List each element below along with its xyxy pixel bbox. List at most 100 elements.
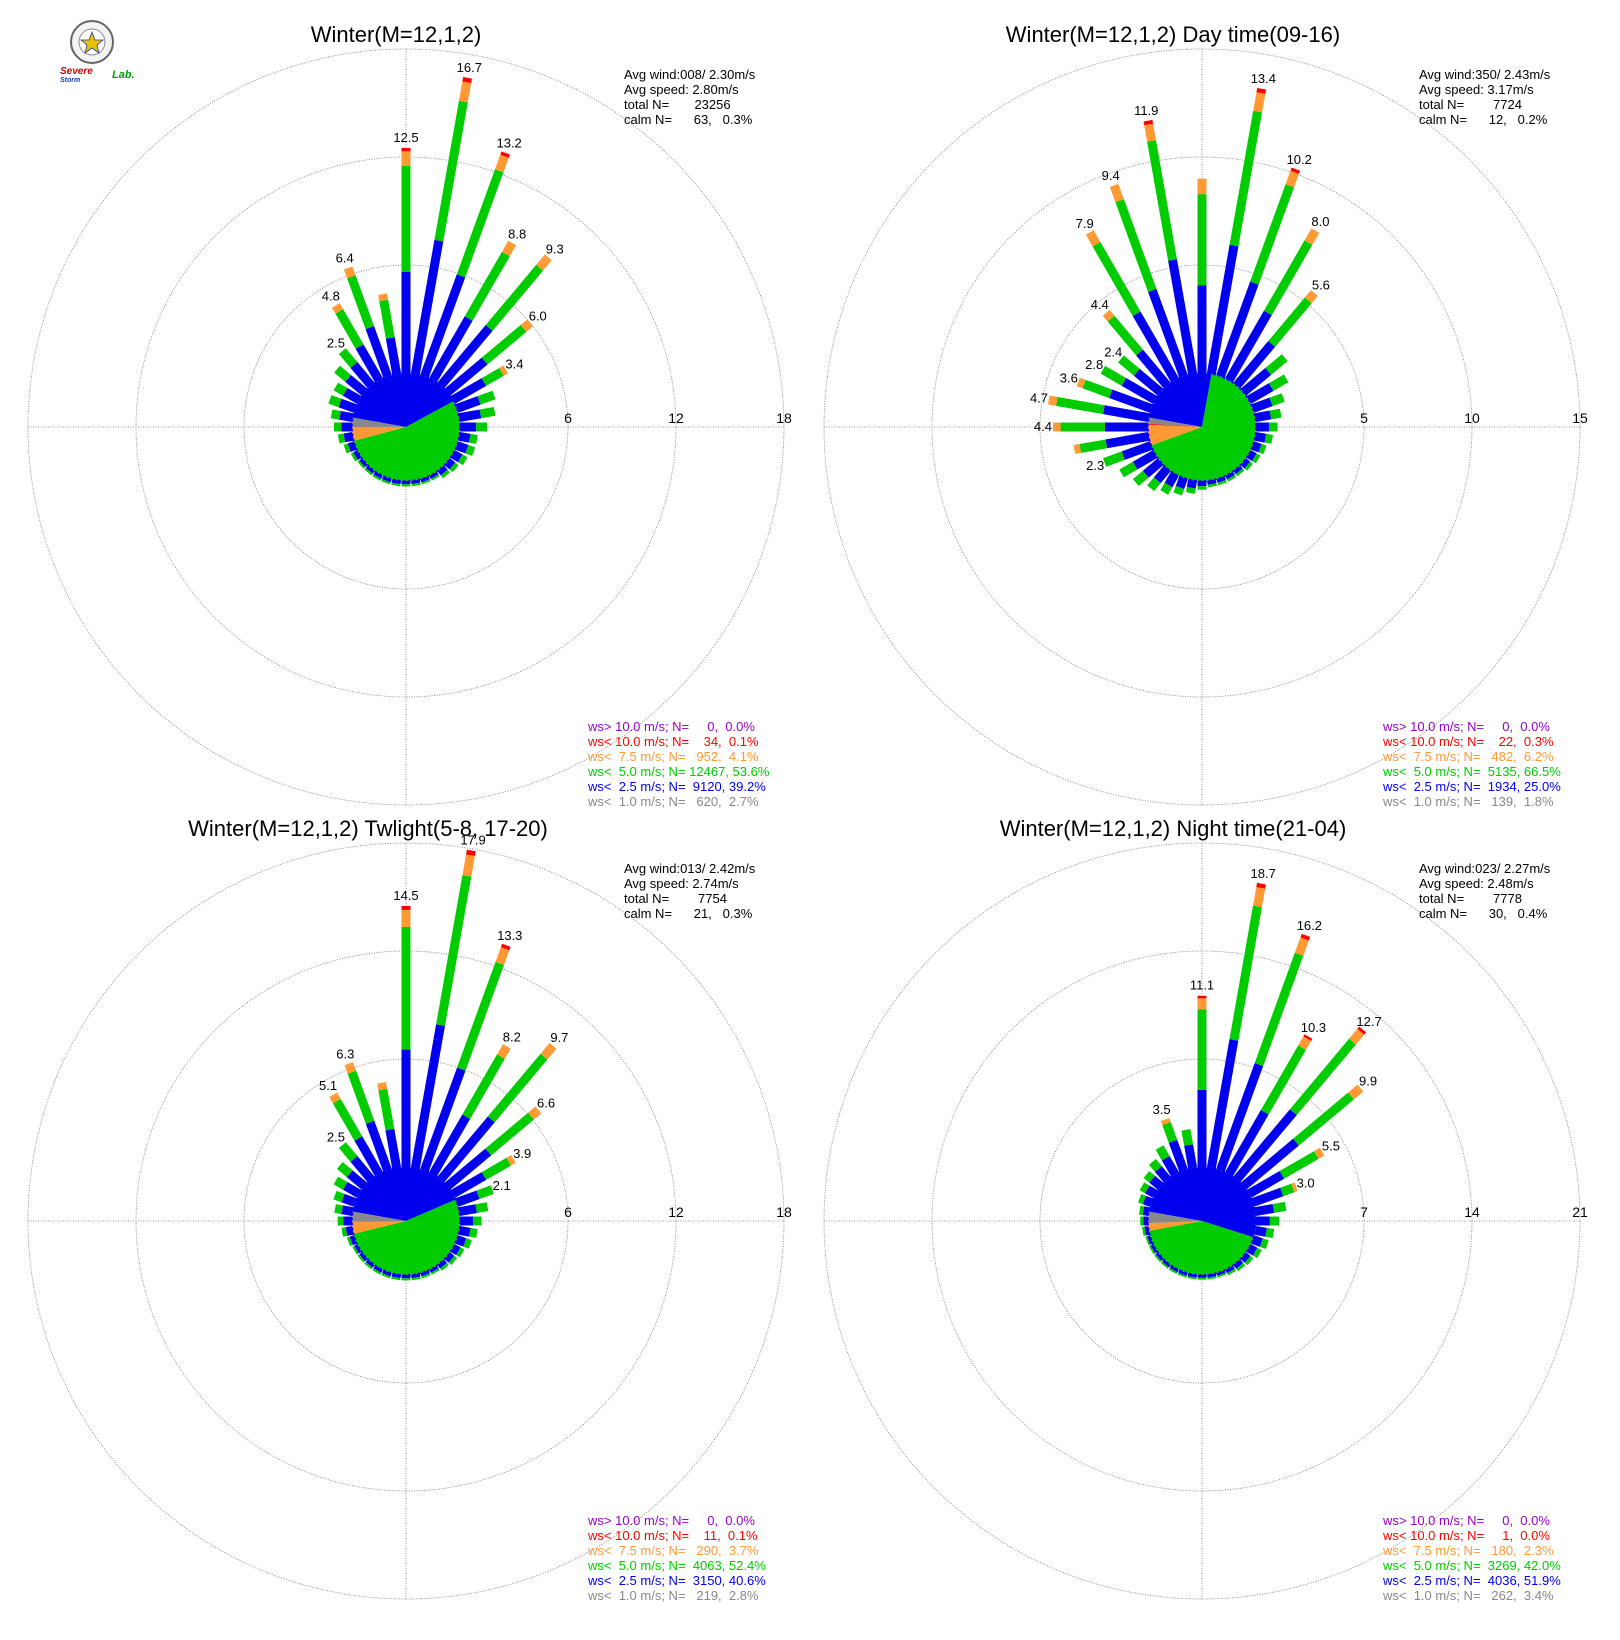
legend-entry: ws< 2.5 m/s; N= 1934, 25.0%: [1382, 779, 1561, 794]
disk-slice-lt25: [1148, 373, 1212, 427]
wind-bar-segment: [345, 374, 368, 396]
wind-bar: [410, 849, 476, 1169]
bar-value-label: 16.7: [457, 60, 482, 75]
legend: ws> 10.0 m/s; N= 0, 0.0%ws< 10.0 m/s; N=…: [587, 1513, 766, 1603]
wind-bar-segment: [462, 77, 473, 84]
wind-bar-segment: [1225, 1265, 1235, 1274]
disk-slice-lt5: [1151, 373, 1257, 482]
disk-slice-lt25: [352, 1167, 456, 1221]
wind-bar-segment: [401, 926, 411, 1050]
wind-bar-segment: [337, 1216, 344, 1226]
bar-value-label: 13.4: [1251, 71, 1276, 86]
wind-bar-segment: [350, 452, 358, 462]
wind-bar-segment: [1148, 1245, 1156, 1255]
wind-bar: [1254, 1201, 1287, 1217]
wind-bar: [1185, 479, 1198, 494]
wind-bar-segment: [1153, 465, 1171, 484]
wind-bar: [1233, 290, 1318, 389]
wind-bar-segment: [329, 1092, 338, 1099]
wind-bar: [458, 406, 496, 423]
wind-bar-segment: [481, 367, 504, 386]
disk-slice-lt1: [1148, 417, 1202, 427]
wind-bar-segment: [1133, 368, 1164, 396]
wind-bar: [455, 441, 476, 456]
wind-bar-segment: [354, 1244, 362, 1254]
wind-bar: [329, 1092, 383, 1177]
wind-bar-segment: [1164, 471, 1179, 488]
disk-slice-lt75: [352, 1221, 406, 1234]
tick-label: 7: [1360, 1204, 1368, 1220]
wind-bar-segment: [364, 467, 373, 476]
wind-bar: [1168, 1265, 1179, 1275]
tick-label: 15: [1572, 410, 1588, 426]
wind-bar-segment: [1314, 1148, 1324, 1159]
wind-bar-segment: [1107, 315, 1143, 356]
wind-bar-segment: [1244, 1255, 1254, 1266]
wind-bar-segment: [460, 422, 477, 432]
wind-bar: [1177, 1270, 1188, 1278]
wind-bar: [444, 319, 533, 396]
wind-bar-segment: [501, 242, 515, 257]
wind-bar-segment: [345, 1225, 354, 1236]
wind-bar-segment: [1139, 1182, 1150, 1194]
wind-bar-segment: [1233, 1259, 1244, 1269]
wind-bar: [357, 1252, 368, 1263]
wind-bar: [420, 151, 510, 378]
wind-bar-segment: [506, 1155, 515, 1166]
wind-bar-segment: [347, 1070, 375, 1124]
wind-bar: [1216, 1270, 1227, 1278]
bar-value-label: 5.1: [319, 1078, 337, 1093]
wind-bar-segment: [465, 444, 476, 456]
wind-bar: [458, 1202, 489, 1217]
wind-bar-segment: [1143, 1170, 1156, 1183]
wind-bar-segment: [436, 875, 472, 1026]
wind-bar-segment: [1049, 395, 1058, 406]
wind-bar-segment: [1207, 1276, 1217, 1280]
wind-bar-segment: [1184, 1144, 1198, 1169]
bar-value-label: 2.8: [1085, 357, 1103, 372]
wind-bar-segment: [365, 326, 392, 378]
tick-label: 18: [776, 410, 792, 426]
wind-bar-segment: [337, 433, 346, 444]
wind-bar-segment: [1197, 1089, 1207, 1167]
wind-bar-segment: [359, 1252, 368, 1262]
wind-bar: [1251, 393, 1285, 413]
wind-bar-segment: [1304, 291, 1317, 304]
wind-bar-segment: [455, 441, 469, 454]
disk-slice-lt1: [352, 417, 406, 427]
wind-bar-segment: [1140, 1216, 1144, 1226]
wind-bar-segment: [495, 154, 509, 173]
legend-entry: ws< 10.0 m/s; N= 22, 0.3%: [1382, 734, 1554, 749]
wind-bar-segment: [1246, 1244, 1258, 1256]
wind-bar-segment: [330, 409, 341, 420]
wind-bar: [401, 148, 411, 373]
tick-label: 18: [776, 1204, 792, 1220]
wind-bar-segment: [1048, 395, 1052, 405]
wind-bar-segment: [455, 396, 481, 413]
wind-bar-segment: [462, 1054, 505, 1119]
wind-bar-segment: [355, 344, 383, 383]
wind-bar-segment: [1141, 1226, 1146, 1236]
wind-bar-segment: [1260, 1045, 1306, 1115]
wind-bar-segment: [460, 1216, 473, 1226]
wind-bar-segment: [1155, 1252, 1164, 1261]
wind-bar-segment: [373, 1265, 383, 1273]
wind-bar-segment: [1225, 471, 1235, 480]
wind-bar-segment: [457, 961, 505, 1071]
wind-bar-segment: [1119, 461, 1138, 478]
panel-title: Winter(M=12,1,2) Twlight(5-8, 17-20): [188, 816, 548, 841]
wind-bar-segment: [391, 1276, 401, 1281]
wind-bar: [333, 1176, 362, 1198]
wind-bar-segment: [1229, 905, 1262, 1041]
wind-bar: [420, 476, 431, 485]
wind-bar-segment: [344, 1062, 354, 1067]
wind-bar-segment: [481, 324, 527, 365]
tick-label: 14: [1464, 1204, 1480, 1220]
legend-entry: ws> 10.0 m/s; N= 0, 0.0%: [587, 1513, 755, 1528]
disk-slice-lt1: [352, 1211, 406, 1222]
wind-bar-segment: [500, 151, 510, 158]
wind-bar-segment: [1115, 199, 1157, 292]
wind-bar-segment: [347, 275, 375, 330]
legend-entry: ws< 10.0 m/s; N= 11, 0.1%: [587, 1528, 758, 1543]
